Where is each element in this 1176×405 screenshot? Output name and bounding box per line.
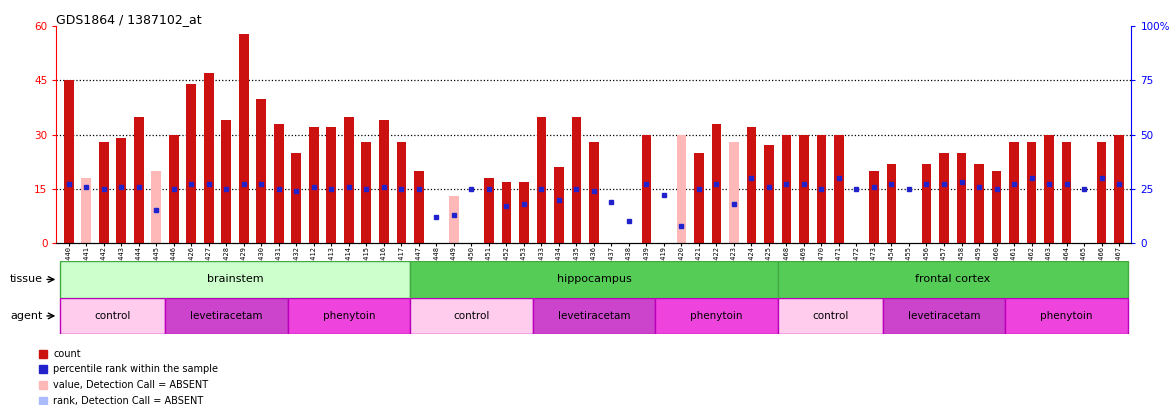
Bar — [501, 181, 512, 243]
Bar — [554, 167, 563, 243]
Bar — [287, 298, 410, 334]
Text: phenytoin: phenytoin — [690, 311, 743, 321]
Text: hippocampus: hippocampus — [556, 275, 632, 284]
Bar — [345, 117, 354, 243]
Bar — [782, 134, 791, 243]
Bar — [414, 171, 423, 243]
Bar — [327, 128, 336, 243]
Bar — [572, 117, 581, 243]
Text: rank, Detection Call = ABSENT: rank, Detection Call = ABSENT — [53, 396, 203, 405]
Bar — [1114, 134, 1124, 243]
Text: phenytoin: phenytoin — [1041, 311, 1093, 321]
Bar — [187, 84, 196, 243]
Bar — [449, 196, 459, 243]
Text: percentile rank within the sample: percentile rank within the sample — [53, 364, 219, 374]
Bar — [81, 178, 91, 243]
Bar — [221, 120, 230, 243]
Bar — [410, 261, 777, 298]
Text: count: count — [53, 349, 81, 358]
Bar — [676, 134, 687, 243]
Text: phenytoin: phenytoin — [322, 311, 375, 321]
Bar — [589, 142, 599, 243]
Bar — [1097, 142, 1107, 243]
Bar — [1009, 142, 1018, 243]
Bar — [883, 298, 1005, 334]
Bar — [379, 120, 388, 243]
Bar — [396, 142, 406, 243]
Bar — [764, 145, 774, 243]
Bar — [834, 134, 843, 243]
Text: brainstem: brainstem — [207, 275, 263, 284]
Bar — [777, 298, 883, 334]
Bar — [991, 171, 1001, 243]
Bar — [957, 153, 967, 243]
Bar — [239, 34, 248, 243]
Text: control: control — [811, 311, 848, 321]
Bar — [1027, 142, 1036, 243]
Text: control: control — [94, 311, 131, 321]
Bar — [887, 164, 896, 243]
Text: agent: agent — [11, 311, 42, 321]
Bar — [485, 178, 494, 243]
Bar — [974, 164, 984, 243]
Bar — [60, 261, 410, 298]
Bar — [940, 153, 949, 243]
Text: GDS1864 / 1387102_at: GDS1864 / 1387102_at — [56, 13, 202, 26]
Bar — [309, 128, 319, 243]
Bar — [816, 134, 827, 243]
Bar — [642, 134, 652, 243]
Bar — [711, 124, 721, 243]
Text: levetiracetam: levetiracetam — [191, 311, 262, 321]
Bar — [1044, 134, 1054, 243]
Text: levetiracetam: levetiracetam — [557, 311, 630, 321]
Bar — [169, 134, 179, 243]
Text: frontal cortex: frontal cortex — [915, 275, 990, 284]
Bar — [533, 298, 655, 334]
Bar — [64, 81, 74, 243]
Bar — [99, 142, 108, 243]
Bar — [800, 134, 809, 243]
Bar — [747, 128, 756, 243]
Bar — [165, 298, 287, 334]
Bar — [536, 117, 546, 243]
Bar — [292, 153, 301, 243]
Bar — [274, 124, 283, 243]
Bar — [834, 134, 843, 243]
Bar — [1005, 298, 1128, 334]
Text: value, Detection Call = ABSENT: value, Detection Call = ABSENT — [53, 380, 208, 390]
Bar — [410, 298, 533, 334]
Bar — [729, 142, 739, 243]
Text: levetiracetam: levetiracetam — [908, 311, 981, 321]
Bar — [655, 298, 777, 334]
Bar — [361, 142, 372, 243]
Bar — [777, 261, 1128, 298]
Bar — [152, 171, 161, 243]
Bar — [116, 138, 126, 243]
Text: tissue: tissue — [9, 275, 42, 284]
Bar — [869, 171, 878, 243]
Bar — [134, 117, 143, 243]
Bar — [60, 298, 165, 334]
Text: control: control — [453, 311, 489, 321]
Bar — [203, 73, 214, 243]
Bar — [519, 181, 529, 243]
Bar — [922, 164, 931, 243]
Bar — [256, 98, 266, 243]
Bar — [1062, 142, 1071, 243]
Bar — [694, 153, 703, 243]
